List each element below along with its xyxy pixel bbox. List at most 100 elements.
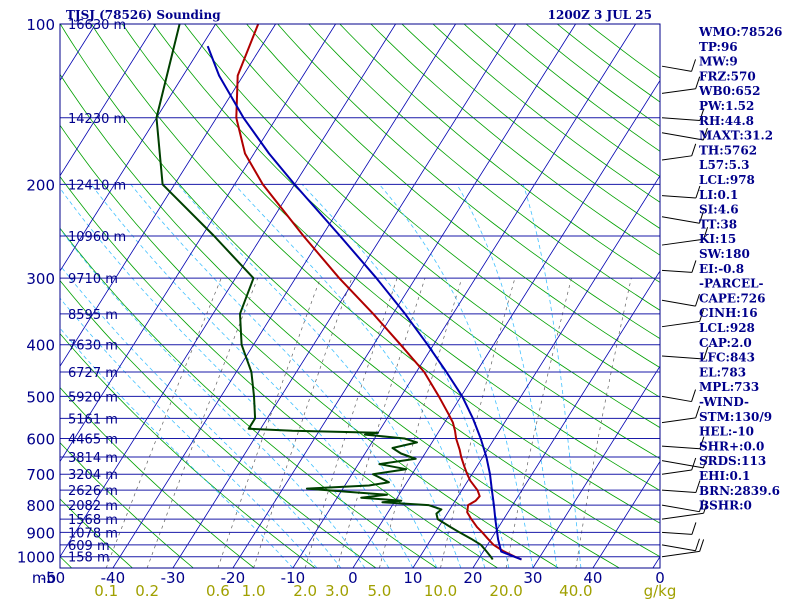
parcel-profile-line [206, 45, 522, 561]
temperature-tick-label: 0 [348, 569, 358, 587]
height-label: 158 m [68, 551, 110, 566]
wind-barb [661, 501, 709, 520]
chart-time: 1200Z 3 JUL 25 [548, 8, 652, 22]
pressure-tick-label: 600 [26, 431, 55, 449]
wind-barb-staff [661, 155, 692, 161]
index-value: WB0:652 [698, 84, 760, 98]
wind-barb-staff [661, 512, 704, 520]
index-value: LFC:843 [699, 351, 755, 365]
wind-barb-flag [691, 260, 697, 273]
index-value: LCL:978 [699, 173, 755, 187]
dry-adiabat [60, 279, 377, 568]
mixing-ratio-label: 20.0 [489, 582, 522, 600]
dry-adiabat [60, 175, 498, 568]
dry-adiabat [401, 24, 660, 229]
wind-barb-staff [661, 65, 692, 72]
isotherm [60, 24, 396, 558]
wind-barb-staff [661, 355, 704, 360]
dry-adiabat [60, 386, 255, 568]
temperature-tick-label: 0 [655, 569, 665, 587]
index-value: SW:180 [699, 247, 750, 261]
index-value: HEL:-10 [699, 425, 754, 439]
height-label: 9710 m [68, 272, 118, 287]
moist-adiabat [130, 184, 438, 568]
isotherm [592, 460, 660, 568]
dry-adiabat [463, 24, 660, 178]
wind-barb [661, 346, 709, 360]
index-value: TH:5762 [699, 143, 757, 157]
index-value: FRZ:570 [699, 69, 756, 83]
wind-barb [661, 143, 697, 161]
height-label: 1568 m [68, 513, 118, 528]
wind-barb-flag [703, 501, 709, 514]
wind-barbs [661, 59, 709, 558]
index-value: TT:38 [699, 217, 737, 231]
wind-barb-flag [695, 480, 701, 493]
wind-barb-staff [661, 417, 696, 424]
wind-barb-flag [699, 309, 705, 322]
pressure-tick-label: 1000 [17, 549, 55, 567]
pressure-tick-label: 400 [26, 337, 55, 355]
wind-barb [661, 436, 705, 450]
height-label: 609 m [68, 539, 110, 554]
mixing-ratio-label: 10.0 [424, 582, 457, 600]
pressure-tick-label: 200 [26, 176, 55, 194]
index-value: CAPE:726 [699, 291, 766, 305]
wind-barb-flag [695, 76, 701, 89]
mixing-ratio-label: 0.1 [94, 582, 118, 600]
pressure-tick-label: 100 [26, 16, 55, 34]
index-value: STM:130/9 [699, 410, 772, 424]
index-value: CAP:2.0 [699, 336, 752, 350]
index-value: CINH:16 [699, 306, 758, 320]
index-value: BRN:2839.6 [699, 484, 780, 498]
dewpoint-profile-line [155, 24, 494, 561]
mixing-ratio-label: 5.0 [367, 582, 391, 600]
dry-adiabat [277, 24, 660, 340]
pressure-tick-label: 800 [26, 497, 55, 515]
index-value: WMO:78526 [698, 25, 782, 39]
wind-barb [661, 309, 705, 328]
mixing-ratio-label: 1.0 [242, 582, 266, 600]
wind-barb-staff [661, 460, 704, 469]
isotherm [172, 24, 516, 568]
wind-barb-staff [661, 238, 704, 246]
mixing-ratio-line [304, 278, 398, 568]
index-value: SI:4.6 [699, 203, 739, 217]
mixing-ratio-label: 40.0 [559, 582, 592, 600]
mixing-ratio-label: 3.0 [325, 582, 349, 600]
wind-barb-flag [695, 538, 700, 551]
pressure-axis-label: mb [32, 569, 56, 587]
moist-adiabat [522, 184, 582, 568]
wind-barb [661, 59, 697, 72]
dry-adiabat [215, 24, 660, 398]
mixing-ratio-line [105, 278, 222, 568]
wind-barb [661, 538, 700, 552]
height-label: 1078 m [68, 526, 118, 541]
mixing-ratio-label: 2.0 [293, 582, 317, 600]
wind-barb-staff [661, 550, 700, 558]
isotherm [112, 24, 456, 568]
pressure-tick-label: 300 [26, 270, 55, 288]
isotherm [352, 79, 660, 568]
height-label: 3814 m [68, 451, 118, 466]
wind-barb-staff [661, 544, 696, 552]
dry-adiabat [432, 24, 660, 203]
wind-barb-flag [702, 127, 708, 141]
height-label: 5920 m [68, 390, 118, 405]
pressure-tick-label: 500 [26, 388, 55, 406]
index-value: EI:-0.8 [699, 262, 744, 276]
wind-barb [661, 499, 704, 513]
dry-adiabat [525, 24, 660, 127]
mixing-ratio-line [575, 278, 632, 568]
temperature-tick-label: 40 [583, 569, 602, 587]
wind-barb-staff [661, 269, 692, 273]
sounding-profiles [155, 24, 522, 561]
wind-barb [661, 457, 697, 475]
height-label: 14230 m [68, 112, 126, 127]
index-value: RH:44.8 [699, 114, 754, 128]
dry-adiabat [60, 227, 438, 568]
wind-barb-flag [703, 227, 709, 240]
mixing-ratio-line [379, 278, 463, 568]
